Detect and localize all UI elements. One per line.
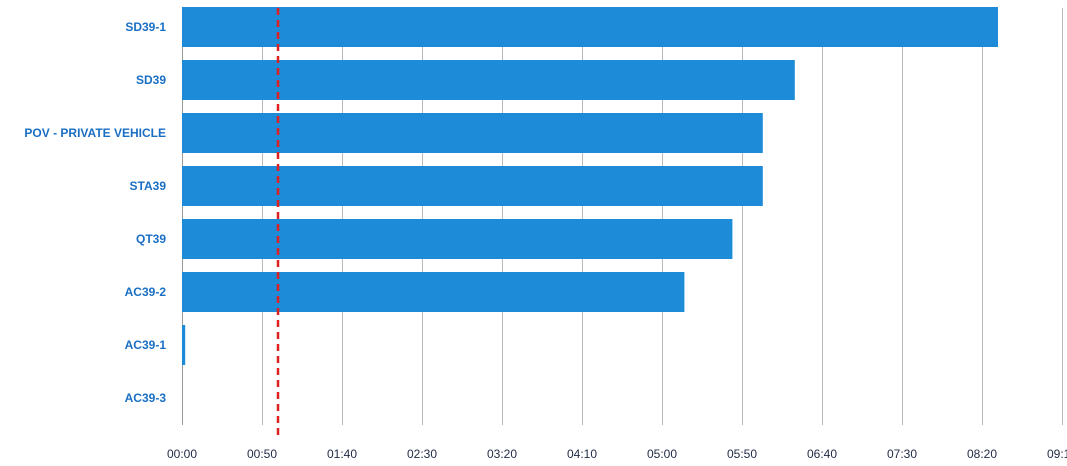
category-labels: SD39-1 SD39 POV - PRIVATE VEHICLE STA39 QT39…: [24, 20, 166, 405]
bar: [182, 166, 763, 206]
x-tick-label: 09:10: [1047, 447, 1067, 461]
category-label: POV - PRIVATE VEHICLE: [24, 126, 166, 140]
x-tick-label: 02:30: [407, 447, 437, 461]
category-label: SD39: [136, 73, 166, 87]
x-tick-label: 03:20: [487, 447, 517, 461]
x-tick-label: 05:50: [727, 447, 757, 461]
x-tick-label: 08:20: [967, 447, 997, 461]
x-tick-label: 01:40: [327, 447, 357, 461]
bar: [182, 7, 998, 47]
bar: [182, 60, 795, 100]
category-label: AC39-2: [125, 285, 167, 299]
x-tick-label: 00:50: [247, 447, 277, 461]
category-label: AC39-3: [125, 391, 167, 405]
bars: [182, 7, 998, 365]
bar: [182, 325, 186, 365]
bar: [182, 219, 733, 259]
x-tick-label: 05:00: [647, 447, 677, 461]
bar: [182, 113, 763, 153]
category-label: SD39-1: [125, 20, 166, 34]
category-label: AC39-1: [125, 338, 167, 352]
bar: [182, 272, 685, 312]
x-tick-label: 06:40: [807, 447, 837, 461]
category-label: QT39: [136, 232, 166, 246]
category-label: STA39: [130, 179, 167, 193]
x-tick-label: 07:30: [887, 447, 917, 461]
x-tick-label: 04:10: [567, 447, 597, 461]
x-tick-label: 00:00: [167, 447, 197, 461]
x-tick-labels: 00:00 00:50 01:40 02:30 03:20 04:10 05:00 05:50…: [167, 447, 1067, 461]
